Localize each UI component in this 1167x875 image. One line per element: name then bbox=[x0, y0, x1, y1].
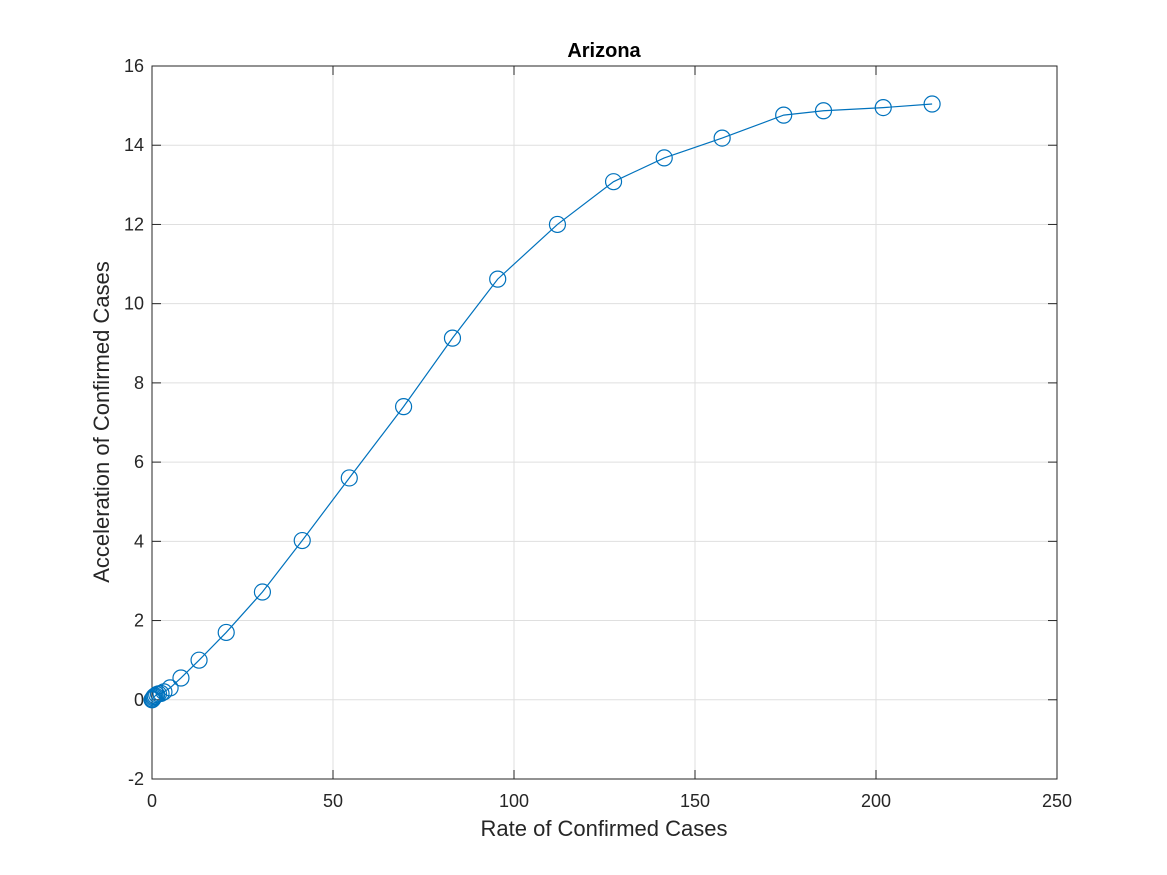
data-point-0-25 bbox=[874, 98, 892, 117]
y-axis-ticks: -2 0 2 4 6 8 10 12 14 16 bbox=[124, 56, 1057, 789]
x-tick-label-3: 150 bbox=[680, 791, 710, 811]
data-point-0-11 bbox=[190, 651, 208, 669]
series-line-0 bbox=[151, 103, 933, 701]
data-point-0-16 bbox=[394, 398, 413, 416]
data-point-0-26 bbox=[923, 95, 941, 113]
chart-title: Arizona bbox=[567, 40, 641, 62]
y-tick-label-6: 10 bbox=[124, 294, 144, 314]
x-axis-label: Rate of Confirmed Cases bbox=[481, 816, 728, 841]
data-point-0-21 bbox=[655, 149, 673, 167]
axes bbox=[151, 65, 1058, 780]
data-point-0-23 bbox=[775, 106, 793, 124]
data-point-0-22 bbox=[713, 129, 731, 147]
y-tick-label-7: 12 bbox=[124, 214, 144, 234]
data-point-0-19 bbox=[548, 215, 567, 234]
data-point-0-20 bbox=[604, 173, 623, 191]
y-tick-label-4: 6 bbox=[134, 452, 144, 472]
x-tick-label-5: 250 bbox=[1042, 791, 1072, 811]
data-point-0-18 bbox=[489, 270, 507, 288]
data-point-0-17 bbox=[443, 329, 462, 347]
data-point-0-15 bbox=[340, 469, 358, 487]
y-tick-label-2: 2 bbox=[134, 611, 144, 631]
y-axis-label: Acceleration of Confirmed Cases bbox=[89, 261, 114, 583]
data-series bbox=[143, 95, 941, 709]
data-point-0-7 bbox=[152, 684, 170, 703]
y-tick-label-9: 16 bbox=[124, 56, 144, 76]
y-tick-label-3: 4 bbox=[134, 531, 144, 551]
x-axis-ticks: 0 50 100 150 200 250 bbox=[147, 66, 1072, 811]
data-point-0-10 bbox=[172, 669, 190, 687]
data-point-0-8 bbox=[155, 683, 173, 701]
data-point-0-0 bbox=[143, 691, 161, 709]
x-tick-label-2: 100 bbox=[499, 791, 529, 811]
y-tick-label-0: -2 bbox=[128, 769, 144, 789]
x-tick-label-4: 200 bbox=[861, 791, 891, 811]
data-point-0-13 bbox=[253, 583, 272, 601]
y-tick-label-5: 8 bbox=[134, 373, 144, 393]
data-point-0-9 bbox=[161, 679, 179, 697]
data-point-0-12 bbox=[217, 623, 235, 642]
plot-area bbox=[152, 66, 1057, 779]
x-tick-label-1: 50 bbox=[323, 791, 343, 811]
data-point-0-14 bbox=[293, 531, 311, 550]
grid bbox=[151, 65, 1058, 780]
plot-frame bbox=[151, 65, 1058, 780]
data-point-0-24 bbox=[814, 102, 833, 120]
y-tick-label-1: 0 bbox=[134, 690, 144, 710]
x-tick-label-0: 0 bbox=[147, 791, 157, 811]
y-tick-label-8: 14 bbox=[124, 135, 144, 155]
